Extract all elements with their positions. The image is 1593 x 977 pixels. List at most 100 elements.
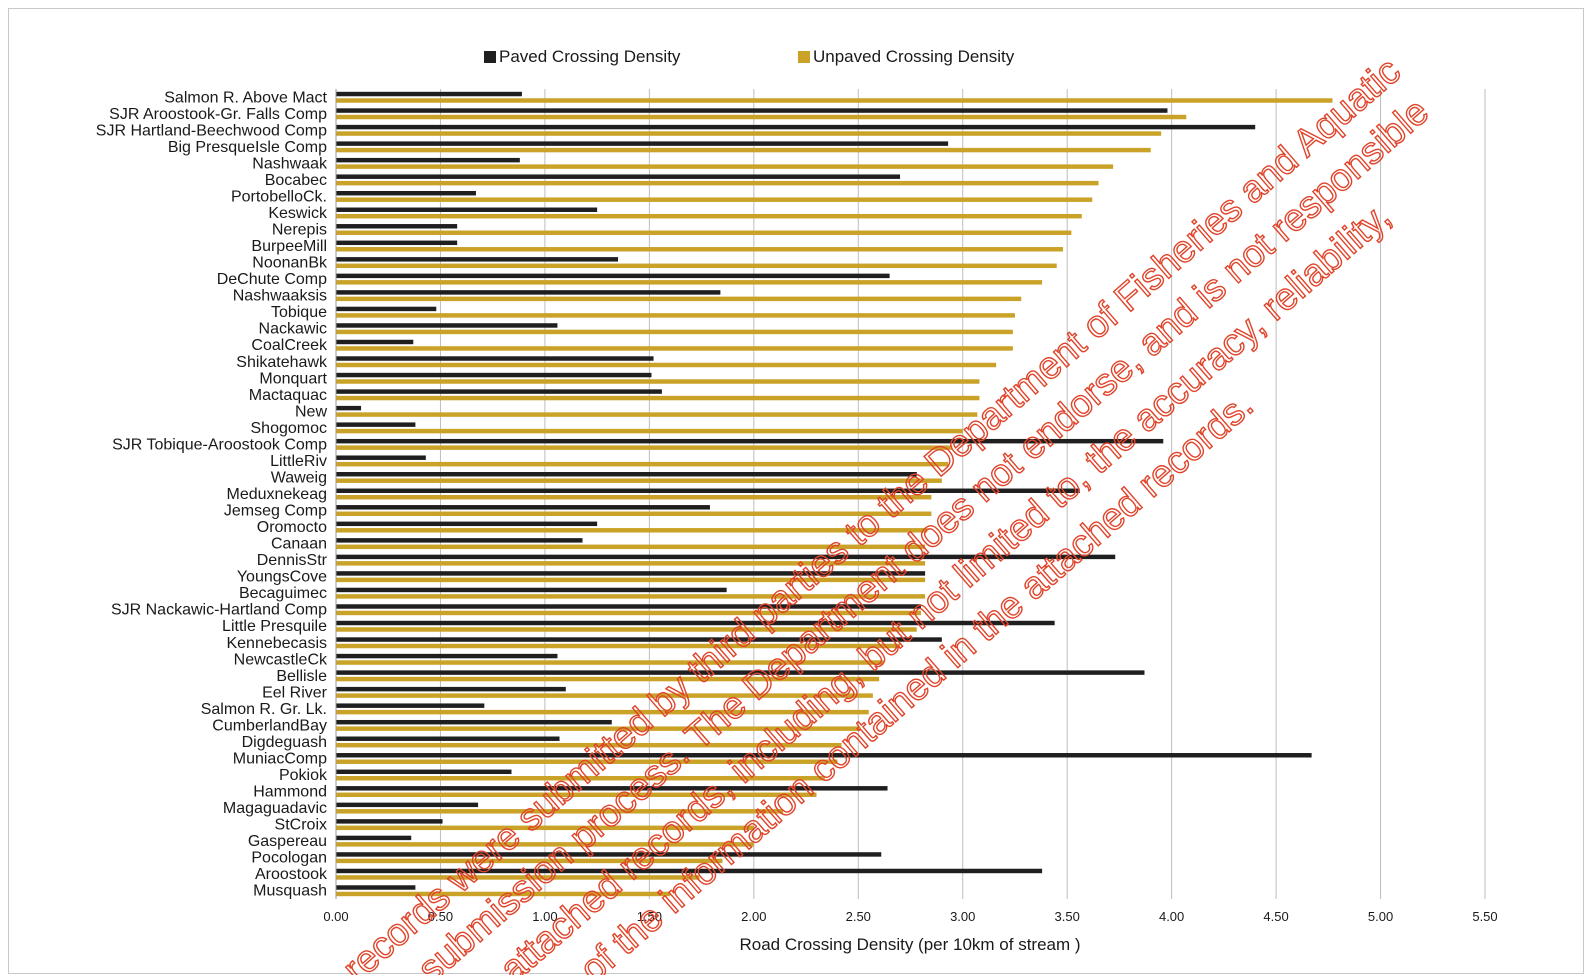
- unpaved-bar: [336, 412, 978, 417]
- category-label: Musquash: [253, 883, 327, 900]
- bars: [336, 91, 1333, 897]
- x-tick-label: 5.50: [1472, 909, 1497, 924]
- gridlines: [439, 89, 1486, 899]
- category-label: PortobelloCk.: [231, 188, 327, 205]
- x-tick-label: 2.00: [741, 909, 766, 924]
- x-tick-label: 5.00: [1368, 909, 1393, 924]
- legend-swatch: [484, 51, 496, 63]
- x-axis-title: Road Crossing Density (per 10km of strea…: [739, 935, 1080, 954]
- unpaved-bar: [336, 296, 1022, 302]
- category-label: Hammond: [253, 784, 327, 801]
- legend-label: Unpaved Crossing Density: [813, 47, 1015, 66]
- category-label: SJR Aroostook-Gr. Falls Comp: [109, 106, 327, 123]
- unpaved-bar: [336, 709, 869, 715]
- paved-bar: [336, 257, 619, 262]
- category-label: BurpeeMill: [251, 238, 327, 255]
- category-label: Bellisle: [276, 668, 327, 685]
- x-tick-label: 4.50: [1263, 909, 1288, 924]
- paved-bar: [336, 587, 727, 593]
- unpaved-bar: [336, 610, 921, 616]
- category-label: Meduxnekeag: [226, 486, 327, 503]
- category-label: Canaan: [271, 536, 327, 553]
- category-label: Aroostook: [255, 866, 328, 883]
- category-label: Gaspereau: [248, 833, 327, 850]
- category-label: Nerepis: [272, 222, 327, 239]
- unpaved-bar: [336, 627, 917, 632]
- paved-bar: [336, 91, 522, 97]
- category-label: Mactaquac: [249, 387, 327, 404]
- paved-bar: [336, 224, 458, 229]
- unpaved-bar: [336, 825, 754, 831]
- paved-bar: [336, 571, 926, 576]
- paved-bar: [336, 885, 416, 890]
- paved-bar: [336, 505, 710, 510]
- paved-bar: [336, 372, 652, 378]
- unpaved-bar: [336, 263, 1057, 269]
- x-tick-label: 1.50: [637, 909, 662, 924]
- category-label: Nashwaak: [252, 155, 328, 172]
- unpaved-bar: [336, 247, 1064, 252]
- unpaved-bar: [336, 445, 953, 450]
- paved-bar: [336, 141, 949, 146]
- category-label: StCroix: [275, 817, 327, 834]
- chart-frame: 0.00 0.50 1.00 1.50 2.00 2.50 3.00 3.50 4.00 4.50…: [8, 8, 1584, 975]
- paved-bar: [336, 538, 583, 543]
- paved-bar: [336, 157, 520, 163]
- legend-swatch: [798, 51, 810, 63]
- paved-bar: [336, 686, 566, 692]
- paved-bar: [336, 835, 412, 841]
- unpaved-bar: [336, 213, 1082, 219]
- paved-bar: [336, 405, 362, 411]
- category-label: Pokiok: [279, 767, 328, 784]
- unpaved-bar: [336, 643, 901, 649]
- paved-bar: [336, 852, 882, 857]
- category-label: Shikatehawk: [236, 354, 328, 371]
- unpaved-bar: [336, 742, 842, 748]
- category-label: Waweig: [271, 469, 327, 486]
- paved-bar: [336, 455, 426, 460]
- category-label: NewcastleCk: [234, 651, 328, 668]
- paved-bar: [336, 306, 437, 312]
- unpaved-bar: [336, 511, 932, 516]
- paved-bar: [336, 703, 485, 708]
- unpaved-bar: [336, 114, 1187, 120]
- unpaved-bar: [336, 544, 926, 550]
- category-label: DennisStr: [257, 552, 328, 569]
- category-label: Shogomoc: [251, 420, 328, 437]
- paved-bar: [336, 472, 917, 477]
- unpaved-bar: [336, 776, 825, 781]
- paved-bar: [336, 273, 890, 279]
- category-label: Salmon R. Gr. Lk.: [201, 701, 327, 718]
- paved-bar: [336, 422, 416, 427]
- category-label: Salmon R. Above Mact: [164, 89, 327, 106]
- paved-bar: [336, 637, 942, 642]
- paved-bar: [336, 653, 558, 659]
- category-label: SJR Nackawic-Hartland Comp: [111, 602, 327, 619]
- paved-bar: [336, 108, 1168, 113]
- paved-bar: [336, 786, 888, 791]
- x-tick-label: 3.50: [1055, 909, 1080, 924]
- category-label: MuniacComp: [233, 750, 327, 767]
- unpaved-bar: [336, 98, 1333, 103]
- paved-bar: [336, 620, 1055, 626]
- unpaved-bar: [336, 561, 926, 566]
- category-label: Big PresqueIsle Comp: [168, 139, 327, 156]
- category-label: Little Presquile: [222, 618, 327, 635]
- category-label: SJR Hartland-Beechwood Comp: [96, 122, 327, 139]
- category-label: CumberlandBay: [212, 717, 327, 734]
- category-label: Oromocto: [257, 519, 327, 536]
- paved-bar: [336, 207, 598, 212]
- unpaved-bar: [336, 180, 1099, 186]
- paved-bar: [336, 819, 443, 824]
- paved-bar: [336, 389, 662, 394]
- paved-bar: [336, 240, 458, 246]
- paved-bar: [336, 802, 479, 808]
- category-label: Digdeguash: [242, 734, 327, 751]
- unpaved-bar: [336, 329, 1013, 335]
- paved-bar: [336, 769, 512, 775]
- paved-bar: [336, 190, 476, 196]
- paved-bar: [336, 604, 921, 609]
- unpaved-bar: [336, 693, 873, 698]
- axes: 0.00 0.50 1.00 1.50 2.00 2.50 3.00 3.50 4.00 4.50…: [323, 89, 1498, 924]
